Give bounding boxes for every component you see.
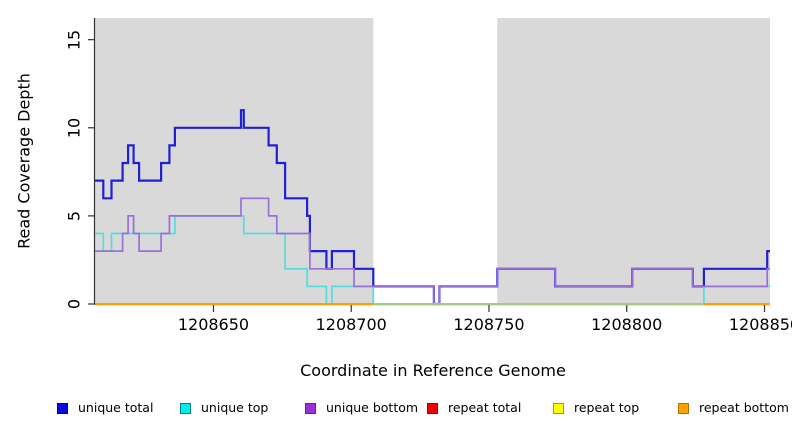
legend-swatch-repeat-total-icon	[427, 403, 438, 414]
x-tick-label-1208750: 1208750	[453, 315, 525, 334]
series-unique-bottom-line	[95, 197, 770, 305]
legend-item-repeat-bottom: repeat bottom	[678, 398, 789, 415]
legend-label-unique-total: unique total	[78, 400, 154, 415]
x-axis-title: Coordinate in Reference Genome	[300, 361, 566, 380]
legend-item-unique-total: unique total	[57, 398, 154, 415]
legend-label-repeat-top: repeat top	[574, 400, 640, 415]
legend-item-unique-top: unique top	[180, 398, 269, 415]
legend-label-unique-bottom: unique bottom	[326, 400, 419, 415]
y-tick-label-0: 0	[64, 298, 84, 310]
legend-item-repeat-top: repeat top	[553, 398, 640, 415]
legend-swatch-unique-top-icon	[180, 403, 191, 414]
y-tick-label-5: 5	[64, 210, 84, 221]
legend-item-unique-bottom: unique bottom	[305, 398, 419, 415]
legend-item-repeat-total: repeat total	[427, 398, 522, 415]
legend-swatch-unique-bottom-icon	[305, 403, 316, 414]
legend-swatch-repeat-top-icon	[553, 403, 564, 414]
legend-label-repeat-bottom: repeat bottom	[699, 400, 789, 415]
legend: unique total unique top unique bottom repea…	[0, 0, 792, 415]
legend-label-repeat-total: repeat total	[448, 400, 522, 415]
y-axis-title: Read Coverage Depth	[14, 73, 34, 249]
x-tick-label-1208650: 1208650	[177, 315, 250, 334]
series-unique-top-line	[95, 215, 770, 305]
x-tick-label-1208800: 1208800	[591, 315, 663, 334]
legend-swatch-repeat-bottom-icon	[678, 403, 689, 414]
legend-swatch-unique-total-icon	[57, 403, 68, 414]
x-tick-label-1208700: 1208700	[315, 315, 387, 334]
y-tick-label-10: 10	[64, 117, 84, 138]
legend-label-unique-top: unique top	[201, 400, 269, 415]
highlight-band	[373, 18, 498, 304]
